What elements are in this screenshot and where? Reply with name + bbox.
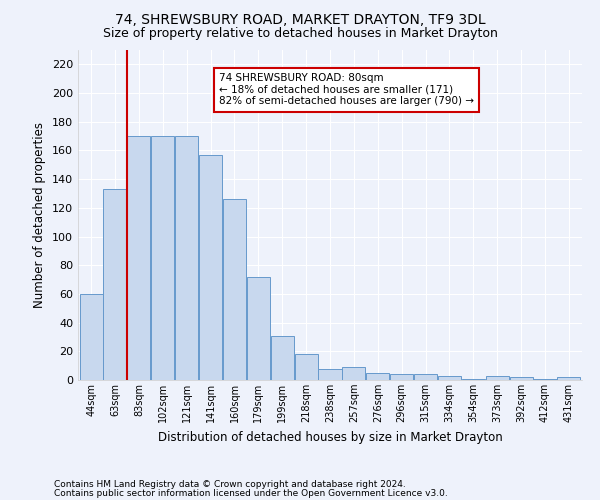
Bar bbox=[151, 136, 175, 380]
Bar bbox=[485, 376, 509, 380]
X-axis label: Distribution of detached houses by size in Market Drayton: Distribution of detached houses by size … bbox=[158, 430, 502, 444]
Bar bbox=[271, 336, 294, 380]
Bar bbox=[80, 294, 103, 380]
Text: Contains public sector information licensed under the Open Government Licence v3: Contains public sector information licen… bbox=[54, 488, 448, 498]
Bar bbox=[533, 378, 557, 380]
Bar bbox=[557, 377, 580, 380]
Bar bbox=[366, 373, 389, 380]
Text: 74, SHREWSBURY ROAD, MARKET DRAYTON, TF9 3DL: 74, SHREWSBURY ROAD, MARKET DRAYTON, TF9… bbox=[115, 12, 485, 26]
Bar bbox=[127, 136, 151, 380]
Bar bbox=[343, 367, 365, 380]
Text: Contains HM Land Registry data © Crown copyright and database right 2024.: Contains HM Land Registry data © Crown c… bbox=[54, 480, 406, 489]
Bar bbox=[509, 377, 533, 380]
Bar bbox=[103, 189, 127, 380]
Bar bbox=[175, 136, 198, 380]
Text: Size of property relative to detached houses in Market Drayton: Size of property relative to detached ho… bbox=[103, 28, 497, 40]
Bar bbox=[295, 354, 317, 380]
Bar bbox=[438, 376, 461, 380]
Bar bbox=[390, 374, 413, 380]
Y-axis label: Number of detached properties: Number of detached properties bbox=[34, 122, 46, 308]
Bar bbox=[247, 276, 270, 380]
Bar bbox=[223, 199, 246, 380]
Bar bbox=[462, 378, 485, 380]
Text: 74 SHREWSBURY ROAD: 80sqm
← 18% of detached houses are smaller (171)
82% of semi: 74 SHREWSBURY ROAD: 80sqm ← 18% of detac… bbox=[219, 73, 474, 106]
Bar bbox=[414, 374, 437, 380]
Bar bbox=[319, 368, 341, 380]
Bar bbox=[199, 154, 222, 380]
